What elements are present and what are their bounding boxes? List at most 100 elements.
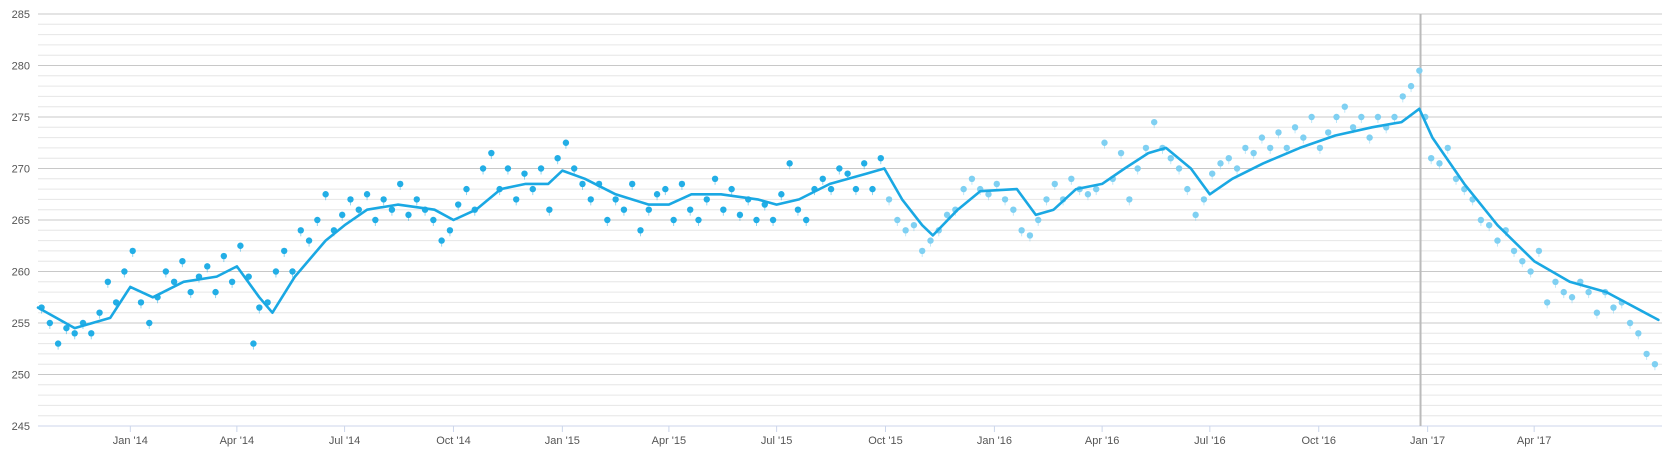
data-point — [1101, 139, 1108, 146]
data-point — [1300, 134, 1307, 141]
x-tick-label: Apr '17 — [1517, 435, 1552, 447]
data-point — [1184, 185, 1191, 193]
data-point — [1510, 247, 1518, 255]
data-point — [1225, 155, 1232, 162]
data-point — [645, 206, 652, 213]
data-point — [88, 330, 95, 337]
data-point — [1585, 288, 1592, 296]
data-point — [1427, 155, 1435, 162]
x-tick-label: Oct '15 — [868, 435, 903, 447]
y-tick-label: 280 — [12, 61, 30, 73]
data-point — [629, 180, 636, 188]
data-point — [104, 278, 112, 285]
data-point — [1519, 258, 1526, 265]
data-point — [927, 237, 934, 244]
data-point — [902, 227, 909, 234]
data-point — [1358, 113, 1365, 121]
data-point — [852, 185, 860, 193]
x-tick-label: Jan '17 — [1410, 435, 1445, 447]
trend-line-path — [36, 107, 1660, 330]
data-point — [314, 216, 321, 224]
data-point — [670, 216, 677, 224]
x-tick-label: Jul '15 — [761, 435, 792, 447]
data-point — [1316, 144, 1324, 152]
data-point — [1209, 170, 1216, 177]
data-point — [129, 247, 136, 255]
data-point — [54, 340, 62, 347]
data-point — [1134, 165, 1141, 172]
data-point — [1192, 211, 1199, 219]
data-point — [1568, 294, 1576, 301]
x-tick-label: Jan '14 — [113, 435, 148, 447]
data-point — [711, 175, 719, 182]
data-point — [1093, 185, 1100, 193]
data-point — [250, 340, 257, 347]
data-point — [513, 196, 520, 203]
data-point — [1527, 268, 1534, 275]
data-point — [1267, 144, 1274, 152]
data-point — [63, 324, 70, 332]
data-point — [96, 309, 103, 316]
data-point — [380, 196, 387, 203]
data-point — [1175, 165, 1183, 172]
data-point — [620, 206, 628, 213]
y-axis-labels: 245 250 255 260 265 270 275 280 285 — [12, 9, 30, 433]
data-point — [1291, 124, 1299, 131]
data-point — [579, 180, 586, 188]
data-point — [894, 216, 901, 224]
data-point — [728, 185, 735, 193]
minor-grid — [38, 23, 1662, 417]
data-point — [71, 330, 78, 337]
data-point — [662, 185, 669, 193]
data-point — [1233, 165, 1241, 172]
y-tick-label: 270 — [12, 164, 30, 176]
data-point — [1452, 175, 1460, 182]
data-point — [438, 237, 445, 244]
data-point — [1391, 113, 1398, 121]
data-point — [146, 319, 153, 327]
data-point — [228, 278, 236, 285]
data-point — [819, 175, 826, 182]
data-point — [562, 139, 570, 146]
x-tick-label: Jan '15 — [545, 435, 580, 447]
data-point — [943, 211, 951, 219]
data-points — [38, 67, 1659, 368]
x-tick-label: Oct '14 — [436, 435, 471, 447]
data-point — [703, 196, 710, 203]
data-point — [861, 160, 868, 167]
y-tick-label: 285 — [12, 9, 30, 21]
data-point — [1258, 134, 1266, 141]
y-tick-label: 265 — [12, 215, 30, 227]
data-point — [1275, 129, 1282, 136]
data-point — [297, 227, 304, 234]
data-point — [355, 206, 362, 213]
data-point — [488, 149, 495, 157]
data-point — [786, 160, 793, 167]
data-point — [794, 206, 802, 213]
data-point — [1349, 124, 1357, 131]
data-point — [1217, 160, 1224, 167]
data-point — [388, 206, 396, 213]
data-point — [1593, 309, 1601, 316]
trend-line — [36, 107, 1660, 330]
data-point — [463, 185, 470, 193]
y-tick-label: 245 — [12, 421, 30, 433]
data-point — [339, 211, 346, 219]
data-point — [504, 165, 512, 172]
data-point — [347, 196, 354, 203]
data-point — [1283, 144, 1290, 152]
data-point — [827, 185, 835, 193]
data-point — [237, 242, 244, 249]
x-tick-label: Jul '16 — [1194, 435, 1225, 447]
data-point — [162, 268, 170, 275]
data-point — [678, 180, 686, 188]
data-point — [1117, 149, 1125, 157]
data-point — [1477, 216, 1485, 224]
y-tick-label: 260 — [12, 267, 30, 279]
data-point — [1626, 319, 1634, 327]
data-point — [687, 206, 694, 213]
y-tick-label: 250 — [12, 370, 30, 382]
data-point — [204, 263, 211, 270]
data-point — [289, 268, 296, 275]
data-point — [1167, 155, 1174, 162]
